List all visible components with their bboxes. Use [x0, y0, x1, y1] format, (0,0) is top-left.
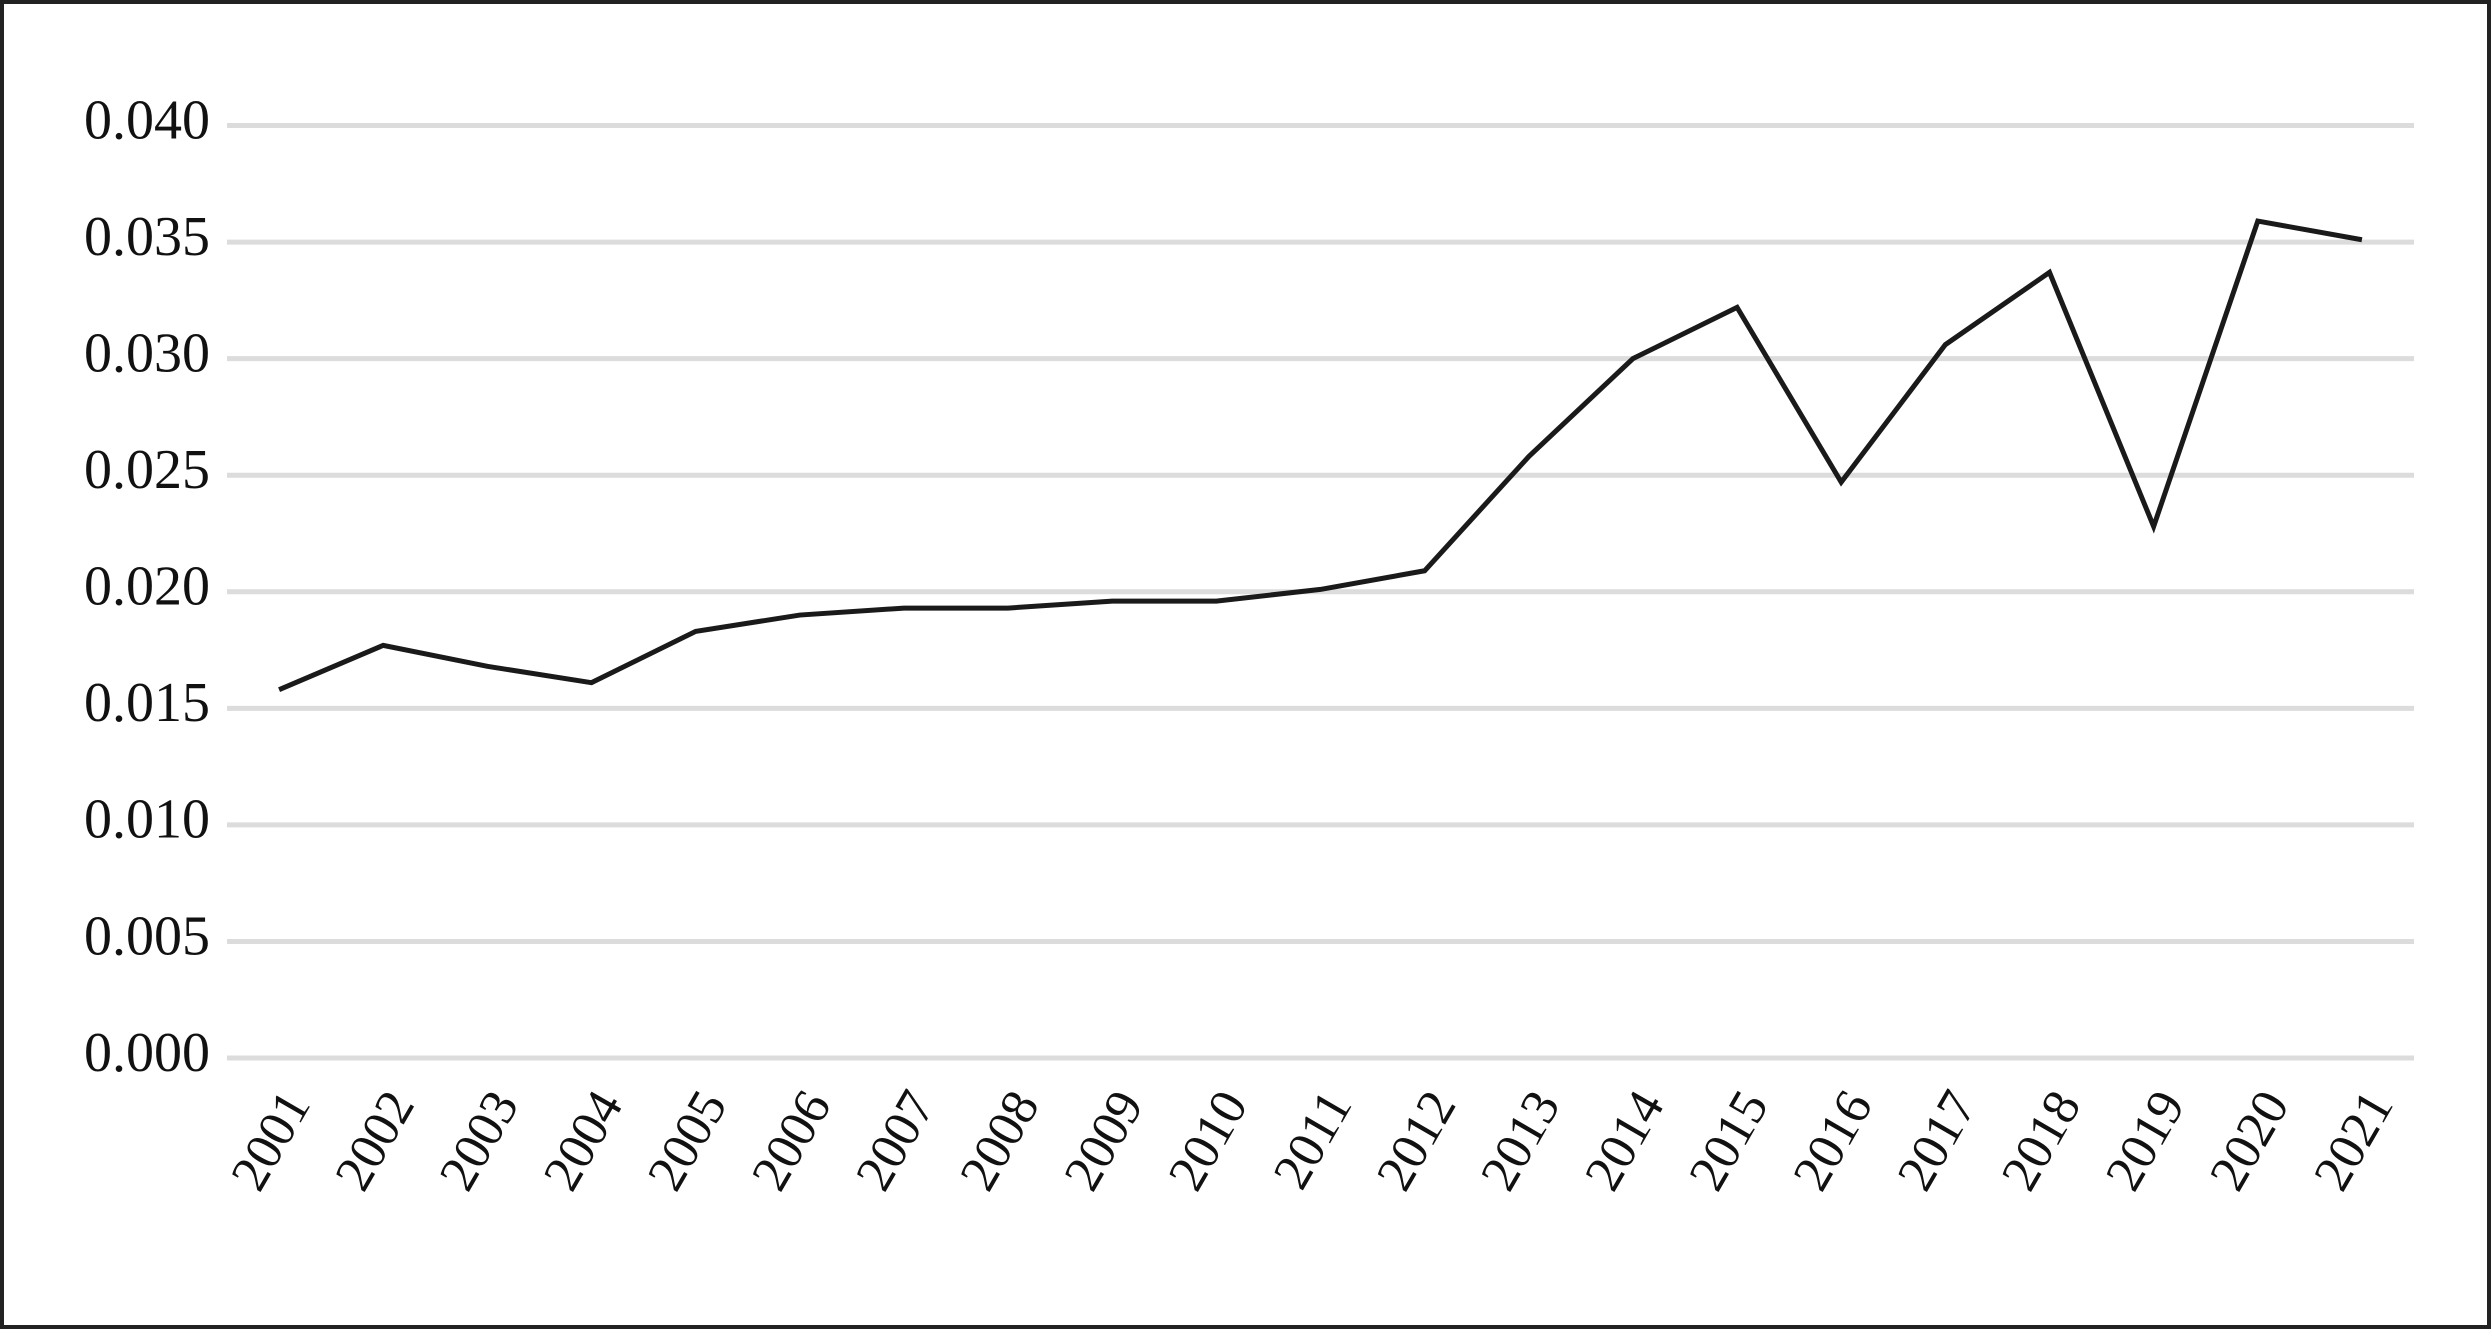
y-tick-label: 0.000 [84, 1022, 210, 1084]
y-tick-label: 0.035 [84, 206, 210, 268]
y-tick-label: 0.010 [84, 789, 210, 851]
y-tick-label: 0.020 [84, 556, 210, 618]
y-tick-label: 0.030 [84, 322, 210, 384]
y-tick-label: 0.005 [84, 905, 210, 967]
data-line [278, 218, 2363, 692]
y-tick-label: 0.025 [84, 439, 210, 501]
y-tick-label: 0.040 [84, 89, 210, 151]
y-tick-label: 0.015 [84, 672, 210, 734]
